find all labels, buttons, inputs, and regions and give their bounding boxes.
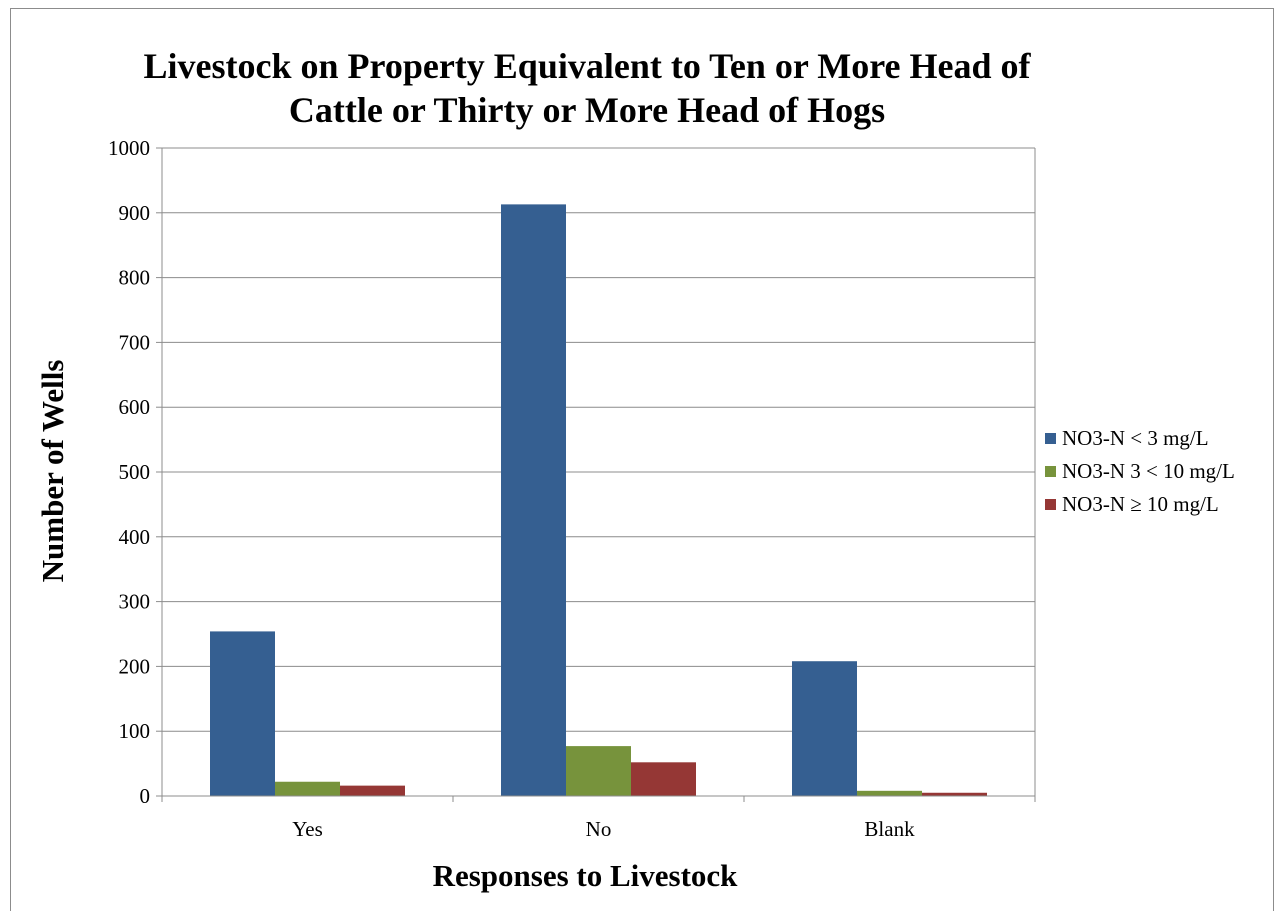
y-tick-label: 0 <box>140 784 151 808</box>
bar-blank-series-3 <box>922 792 987 796</box>
x-tick-label: No <box>586 817 612 841</box>
legend-swatch <box>1045 499 1056 510</box>
x-axis-tick-labels: Yes No Blank <box>292 817 915 841</box>
y-axis-title: Number of Wells <box>35 360 70 583</box>
bar-yes-series-1 <box>210 631 275 796</box>
bar-no-series-3 <box>631 762 696 796</box>
y-tick-label: 100 <box>119 719 151 743</box>
legend-label: NO3-N < 3 mg/L <box>1062 426 1209 450</box>
chart-title: Livestock on Property Equivalent to Ten … <box>144 46 1032 130</box>
bars <box>210 204 987 797</box>
bar-yes-series-2 <box>275 781 340 796</box>
y-tick-label: 400 <box>119 525 151 549</box>
y-tick-label: 700 <box>119 330 151 354</box>
chart-title-line-2: Cattle or Thirty or More Head of Hogs <box>289 90 885 130</box>
bar-blank-series-1 <box>792 661 857 796</box>
bar-yes-series-3 <box>340 785 405 796</box>
x-tick-label: Blank <box>864 817 915 841</box>
legend-swatch <box>1045 466 1056 477</box>
y-tick-label: 300 <box>119 590 151 614</box>
axes <box>156 147 1036 802</box>
legend-swatch <box>1045 433 1056 444</box>
y-tick-label: 900 <box>119 201 151 225</box>
y-tick-label: 600 <box>119 395 151 419</box>
y-axis-tick-labels: 0 100 200 300 400 500 600 700 800 900 1000 <box>108 136 150 808</box>
bar-no-series-1 <box>501 204 566 797</box>
y-tick-label: 1000 <box>108 136 150 160</box>
y-tick-label: 200 <box>119 654 151 678</box>
x-axis-title: Responses to Livestock <box>433 858 739 893</box>
bar-blank-series-2 <box>857 790 922 796</box>
chart-title-line-1: Livestock on Property Equivalent to Ten … <box>144 46 1032 86</box>
legend-label: NO3-N 3 < 10 mg/L <box>1062 459 1235 483</box>
x-tick-label: Yes <box>292 817 323 841</box>
y-tick-label: 800 <box>119 266 151 290</box>
gridlines <box>162 147 1035 732</box>
y-tick-label: 500 <box>119 460 151 484</box>
legend-label: NO3-N ≥ 10 mg/L <box>1062 492 1219 516</box>
bar-no-series-2 <box>566 746 631 796</box>
legend: NO3-N < 3 mg/L NO3-N 3 < 10 mg/L NO3-N ≥ 1… <box>1045 426 1235 516</box>
